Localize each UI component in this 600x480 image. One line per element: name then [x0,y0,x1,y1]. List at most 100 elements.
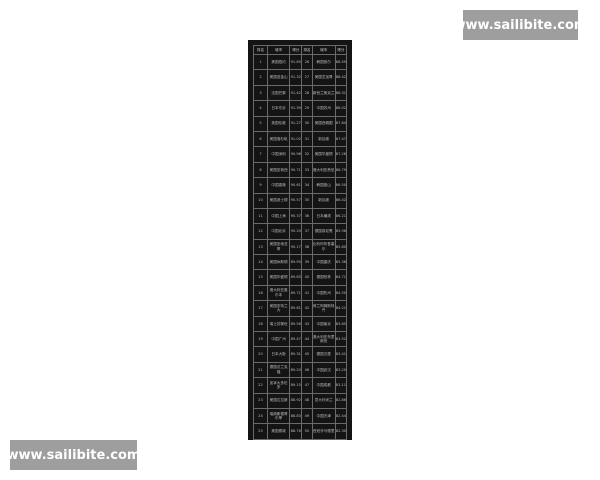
table-cell: 38 [301,238,313,256]
column-header: 城市 [266,45,291,55]
table-row: 3 法国巴黎 91.42 28 新西兰奥克兰 88.31 [253,84,348,102]
table-cell: 90.96 [289,146,303,163]
table-row: 1 美国纽约 91.65 26 韩国首尔 88.59 [253,53,348,71]
table-cell: 韩国首尔 [311,53,336,71]
table-cell: 美国波士顿 [266,192,291,209]
table-cell: 美国亚特兰大 [266,300,291,317]
table-cell: 89.20 [289,361,303,379]
table-cell: 美国圣地亚哥 [266,238,291,256]
table-cell: 90.57 [289,192,303,209]
table-cell: 7 [253,146,268,163]
table-cell: 新西兰奥克兰 [311,84,336,102]
table-cell: 28 [301,84,313,102]
table-cell: 德国汉堡 [311,346,336,363]
table-cell: 89.71 [289,284,303,302]
table-cell: 日本大阪 [266,346,291,363]
table-row: 9 中国香港 90.61 34 韩国釜山 86.50 [253,177,348,194]
table-cell: 86.42 [334,192,348,209]
table-cell: 美国达拉斯 [266,392,291,409]
table-cell: 42 [301,300,313,317]
table-cell: 比利时布鲁塞尔 [311,238,336,256]
table-row: 19 中国广州 89.47 44 澳大利亚布里斯班 83.52 [253,331,348,348]
table-cell: 22 [253,377,268,394]
table-cell: 39 [301,254,313,271]
table-cell: 90.17 [289,238,303,256]
table-cell: 中国重庆 [311,254,336,271]
table-cell: 34 [301,177,313,194]
table-cell: 日本横滨 [311,207,336,225]
table-cell: 美国芝加哥 [311,69,336,86]
table-cell: 87.47 [334,130,348,148]
table-cell: 48 [301,392,313,409]
table-row: 10 美国波士顿 90.57 35 新加坡 86.42 [253,192,348,209]
ranking-table: 排名 城市 得分 排名 城市 得分 1 美国纽约 91.65 26 韩国首尔 88.59 2 美国旧金山… [253,45,348,440]
watermark-top: www.sailibite.com [454,10,587,40]
table-cell: 6 [253,130,268,148]
table-cell: 中国深圳 [266,146,291,163]
table-cell: 29 [301,100,313,117]
table-row: 16 澳大利亚墨尔本 89.71 41 中国杭州 84.50 [253,284,348,302]
table-cell: 新加坡 [311,130,336,148]
table-cell: 19 [253,331,268,348]
table-cell: 43 [301,315,313,333]
table-cell: 90.20 [289,223,303,240]
table-cell: 26 [301,53,313,71]
table-cell: 89.47 [289,331,303,348]
table-cell: 50 [301,423,313,440]
table-cell: 21 [253,361,268,379]
table-cell: 88.31 [334,84,348,102]
table-cell: 美国费城 [266,423,291,440]
table-cell: 31 [301,130,313,148]
table-cell: 澳大利亚布里斯班 [311,331,336,348]
table-cell: 14 [253,254,268,271]
table-cell: 荷兰阿姆斯特丹 [311,300,336,317]
watermark-bottom: www.sailibite.com [7,440,140,470]
table-cell: 36 [301,207,313,225]
table-cell: 美国洛杉矶 [266,130,291,148]
table-cell: 89.85 [289,269,303,286]
table-cell: 88.42 [334,69,348,86]
table-cell: 27 [301,69,313,86]
column-header: 得分 [289,45,303,55]
table-cell: 47 [301,377,313,394]
table-cell: 23 [253,392,268,409]
table-row: 5 英国伦敦 91.27 30 美国西雅图 87.84 [253,115,348,132]
table-cell: 13 [253,238,268,256]
table-cell: 新加坡 [311,192,336,209]
table-cell: 87.84 [334,115,348,132]
table-cell: 89.31 [289,346,303,363]
table-row: 22 加拿大多伦多 89.15 47 中国成都 83.11 [253,377,348,394]
table-cell: 84.71 [334,269,348,286]
table-cell: 86.79 [334,161,348,179]
table-cell: 2 [253,69,268,86]
table-cell: 美国纽约 [266,53,291,71]
table-cell: 88.02 [334,100,348,117]
table-cell: 美国休斯顿 [266,254,291,271]
table-cell: 中国北京 [266,223,291,240]
table-cell: 英国伦敦 [266,115,291,132]
table-cell: 澳大利亚悉尼 [311,161,336,179]
table-row: 15 美国华盛顿 89.85 40 德国柏林 84.71 [253,269,348,286]
table-cell: 83.11 [334,377,348,394]
column-header: 排名 [253,45,268,55]
column-header: 排名 [301,45,313,55]
table-cell: 85.96 [334,223,348,240]
table-cell: 18 [253,315,268,333]
table-row: 8 美国圣荷西 90.71 33 澳大利亚悉尼 86.79 [253,161,348,179]
table-cell: 瑞典斯德哥尔摩 [266,407,291,425]
table-cell: 82.30 [334,423,348,440]
table-row: 2 美国旧金山 91.32 27 美国芝加哥 88.42 [253,69,348,86]
table-cell: 德国法兰克福 [266,361,291,379]
table-cell: 4 [253,100,268,117]
table-cell: 91.32 [289,69,303,86]
table-cell: 3 [253,84,268,102]
table-cell: 1 [253,53,268,71]
table-cell: 中国成都 [311,377,336,394]
table-cell: 中国杭州 [311,284,336,302]
table-row: 18 瑞士苏黎世 89.56 43 中国南京 83.85 [253,315,348,333]
table-cell: 17 [253,300,268,317]
table-cell: 91.42 [289,84,303,102]
table-cell: 中国武汉 [311,361,336,379]
table-cell: 90.71 [289,161,303,179]
table-cell: 89.15 [289,377,303,394]
